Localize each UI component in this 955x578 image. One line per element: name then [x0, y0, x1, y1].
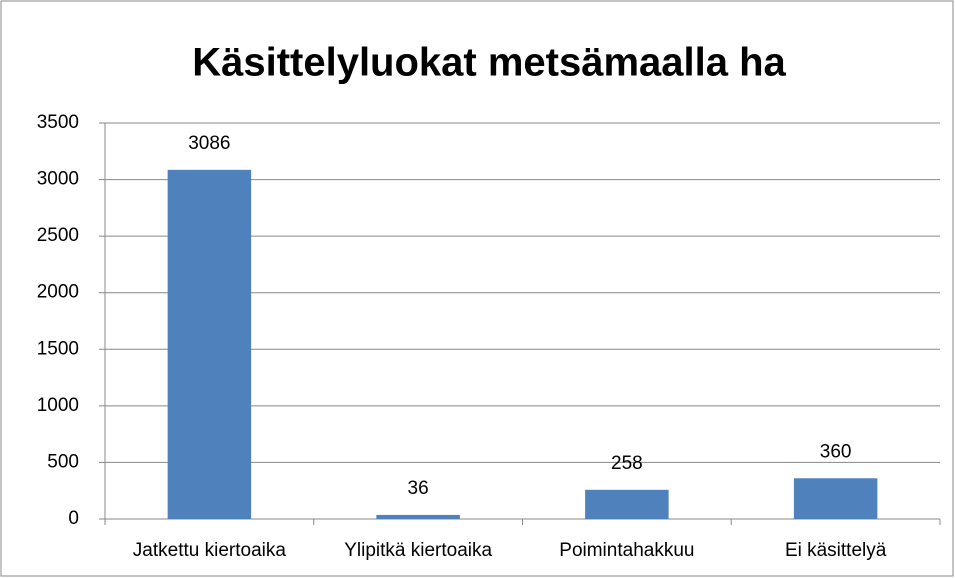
bar — [167, 169, 252, 520]
y-tick-label: 0 — [68, 508, 79, 529]
y-tick-label: 1000 — [37, 395, 79, 416]
x-tick-label: Ei käsittelyä — [785, 540, 887, 561]
y-tick-label: 3000 — [37, 169, 79, 190]
data-label: 36 — [408, 478, 429, 499]
bar — [793, 478, 878, 519]
x-tick-label: Ylipitkä kiertoaika — [344, 540, 492, 561]
y-tick-label: 500 — [47, 451, 79, 472]
bar — [585, 489, 669, 519]
bar — [376, 514, 460, 519]
x-tick-label: Poimintahakkuu — [559, 540, 694, 561]
y-tick-label: 3500 — [37, 112, 79, 133]
y-tick-label: 2000 — [37, 282, 79, 303]
data-label: 258 — [611, 453, 643, 474]
y-tick-label: 1500 — [37, 338, 79, 359]
data-label: 360 — [820, 441, 852, 462]
chart-title: Käsittelyluokat metsämaalla ha — [192, 41, 786, 85]
data-label: 3086 — [188, 133, 230, 154]
x-tick-label: Jatkettu kiertoaika — [133, 540, 287, 561]
y-tick-label: 2500 — [37, 225, 79, 246]
